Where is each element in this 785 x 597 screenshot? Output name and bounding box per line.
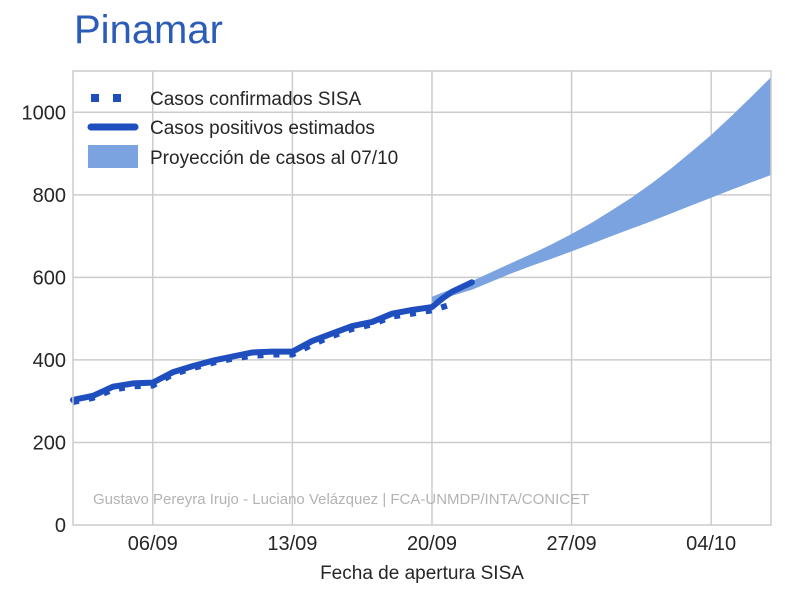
chart-title: Pinamar	[74, 8, 223, 52]
legend: Casos confirmados SISA Casos positivos e…	[87, 89, 398, 169]
x-axis-ticks: 06/09 13/09 20/09 27/09 04/10	[128, 533, 736, 555]
plot-frame	[72, 70, 772, 526]
x-tick-label: 20/09	[407, 533, 457, 555]
projection-band	[431, 77, 771, 303]
x-tick-label: 04/10	[686, 533, 736, 555]
y-axis-ticks: 0 200 400 600 800 1000	[22, 102, 67, 537]
x-axis-label: Fecha de apertura SISA	[320, 563, 524, 584]
legend-label-confirmed: Casos confirmados SISA	[150, 89, 362, 110]
x-tick-label: 27/09	[547, 533, 597, 555]
grid-lines	[73, 71, 771, 525]
x-tick-label: 13/09	[267, 533, 317, 555]
projection-band-layer	[431, 77, 771, 303]
y-tick-label: 200	[33, 432, 66, 454]
lines-layer	[70, 279, 475, 405]
y-tick-label: 600	[33, 267, 66, 289]
legend-label-projection: Proyección de casos al 07/10	[150, 148, 398, 169]
y-tick-label: 400	[33, 350, 66, 372]
y-tick-label: 800	[33, 185, 66, 207]
x-tick-label: 06/09	[128, 533, 178, 555]
legend-label-estimated: Casos positivos estimados	[150, 118, 375, 139]
y-tick-label: 0	[55, 515, 66, 537]
estimated-cases-line	[70, 279, 475, 403]
y-tick-label: 1000	[22, 102, 67, 124]
credit-text: Gustavo Pereyra Irujo - Luciano Velázque…	[93, 491, 589, 508]
legend-swatch-projection	[88, 145, 138, 168]
